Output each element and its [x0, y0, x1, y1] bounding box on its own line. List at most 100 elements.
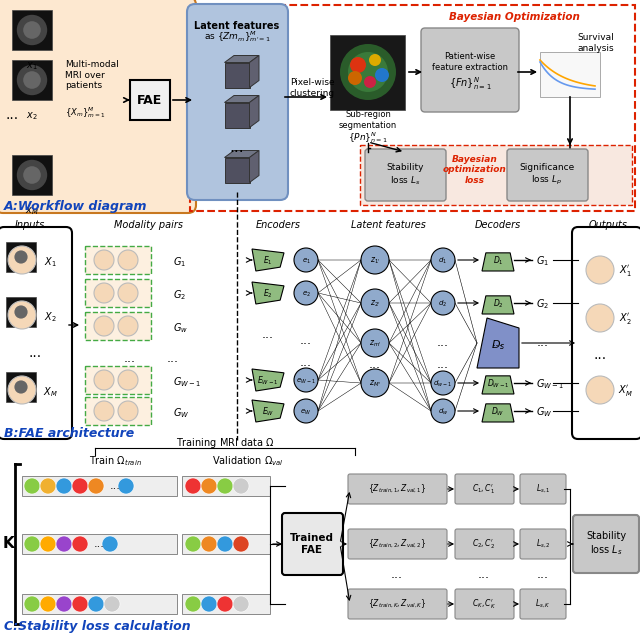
Circle shape	[72, 478, 88, 494]
Text: $G_2$: $G_2$	[536, 297, 549, 311]
Text: $G_1$: $G_1$	[536, 254, 549, 268]
FancyBboxPatch shape	[520, 589, 566, 619]
Text: $C_1, C_1'$: $C_1, C_1'$	[472, 482, 495, 496]
Bar	[22, 594, 177, 614]
FancyBboxPatch shape	[348, 529, 447, 559]
Text: $G_{W-1}$: $G_{W-1}$	[536, 377, 564, 391]
Text: Training MRI data $\Omega$: Training MRI data $\Omega$	[176, 436, 274, 450]
Text: ...: ...	[437, 359, 449, 371]
Circle shape	[201, 536, 217, 552]
Circle shape	[8, 301, 36, 329]
Text: $D_W$: $D_W$	[492, 406, 505, 419]
Bar	[540, 52, 600, 97]
Circle shape	[118, 401, 138, 421]
Text: C:Stability loss calculation: C:Stability loss calculation	[4, 620, 191, 633]
Text: Validation $\Omega_{val}$: Validation $\Omega_{val}$	[212, 454, 284, 468]
Text: Stability
loss $L_s$: Stability loss $L_s$	[387, 163, 424, 187]
Text: $\{Z_{train,2}, Z_{val,2}\}$: $\{Z_{train,2}, Z_{val,2}\}$	[368, 538, 426, 550]
FancyBboxPatch shape	[365, 149, 446, 201]
Circle shape	[88, 596, 104, 612]
Circle shape	[17, 65, 47, 95]
Bar	[12, 60, 52, 100]
Text: $d_w$: $d_w$	[438, 407, 448, 417]
Text: Survival
analysis: Survival analysis	[578, 33, 614, 53]
Text: A:Workflow diagram: A:Workflow diagram	[4, 200, 147, 213]
Text: Encoders: Encoders	[255, 220, 301, 230]
Text: $D_{W-1}$: $D_{W-1}$	[486, 378, 509, 390]
FancyBboxPatch shape	[507, 149, 588, 201]
Circle shape	[185, 596, 201, 612]
Circle shape	[17, 160, 47, 190]
Circle shape	[348, 71, 362, 85]
Text: $e_1$: $e_1$	[301, 257, 310, 266]
Text: $e_W$: $e_W$	[300, 408, 312, 417]
FancyBboxPatch shape	[282, 513, 343, 575]
Polygon shape	[252, 249, 284, 271]
Text: Outputs: Outputs	[589, 220, 627, 230]
Circle shape	[361, 329, 389, 357]
Text: ...: ...	[300, 334, 312, 347]
Circle shape	[369, 54, 381, 66]
Text: $G_W$: $G_W$	[536, 405, 552, 419]
Polygon shape	[225, 96, 259, 103]
Text: $C_K, C_K'$: $C_K, C_K'$	[472, 598, 496, 611]
Text: $x_1$: $x_1$	[26, 60, 38, 72]
Circle shape	[118, 316, 138, 336]
Text: $D_1$: $D_1$	[493, 255, 504, 268]
Text: $E_1$: $E_1$	[263, 255, 273, 268]
Circle shape	[10, 246, 33, 268]
Circle shape	[23, 21, 41, 39]
Text: $E_{W-1}$: $E_{W-1}$	[257, 375, 279, 387]
Text: $E_2$: $E_2$	[263, 288, 273, 300]
Bar	[182, 594, 270, 614]
Text: Trained
FAE: Trained FAE	[290, 533, 334, 555]
Text: ...: ...	[391, 568, 403, 580]
Text: $D_2$: $D_2$	[493, 297, 504, 310]
Text: $L_{s,2}$: $L_{s,2}$	[536, 538, 550, 550]
Circle shape	[294, 248, 318, 272]
Circle shape	[56, 478, 72, 494]
Bar	[12, 155, 52, 195]
Bar	[182, 476, 270, 496]
Text: $z_{1'}$: $z_{1'}$	[370, 255, 380, 266]
Text: $G_{W-1}$: $G_{W-1}$	[173, 375, 202, 389]
Circle shape	[348, 52, 388, 92]
Circle shape	[94, 316, 114, 336]
Bar	[225, 62, 250, 87]
Bar	[225, 103, 250, 127]
Polygon shape	[252, 400, 284, 422]
Text: $z_{m'}$: $z_{m'}$	[369, 339, 381, 349]
Circle shape	[118, 283, 138, 303]
Text: $X_2$: $X_2$	[44, 310, 56, 324]
Bar	[85, 279, 151, 307]
Text: $G_W$: $G_W$	[173, 406, 189, 420]
Circle shape	[340, 44, 396, 100]
Text: ...: ...	[167, 352, 179, 366]
Text: Bayesian
optimization
loss: Bayesian optimization loss	[443, 155, 507, 185]
Circle shape	[233, 596, 249, 612]
Text: Significance
loss $L_p$: Significance loss $L_p$	[520, 163, 575, 187]
Text: ...: ...	[300, 355, 312, 368]
Text: as $\{Zm_{m}^{}\}_{m'=1}^{M}$: as $\{Zm_{m}^{}\}_{m'=1}^{M}$	[204, 29, 271, 45]
Circle shape	[361, 246, 389, 274]
FancyBboxPatch shape	[455, 589, 514, 619]
FancyBboxPatch shape	[0, 0, 196, 213]
Circle shape	[94, 283, 114, 303]
Text: Inputs: Inputs	[15, 220, 45, 230]
Circle shape	[118, 478, 134, 494]
Polygon shape	[482, 376, 514, 394]
Text: ...: ...	[262, 329, 274, 341]
FancyBboxPatch shape	[187, 4, 288, 200]
Text: Latent features: Latent features	[195, 21, 280, 31]
Bar	[22, 534, 177, 554]
Circle shape	[364, 76, 376, 88]
Text: FAE: FAE	[138, 94, 163, 106]
Polygon shape	[482, 404, 514, 422]
Text: ...: ...	[230, 141, 244, 155]
Circle shape	[233, 536, 249, 552]
Circle shape	[118, 370, 138, 390]
Polygon shape	[250, 96, 259, 127]
Circle shape	[294, 281, 318, 305]
FancyBboxPatch shape	[348, 589, 447, 619]
Polygon shape	[482, 253, 514, 271]
